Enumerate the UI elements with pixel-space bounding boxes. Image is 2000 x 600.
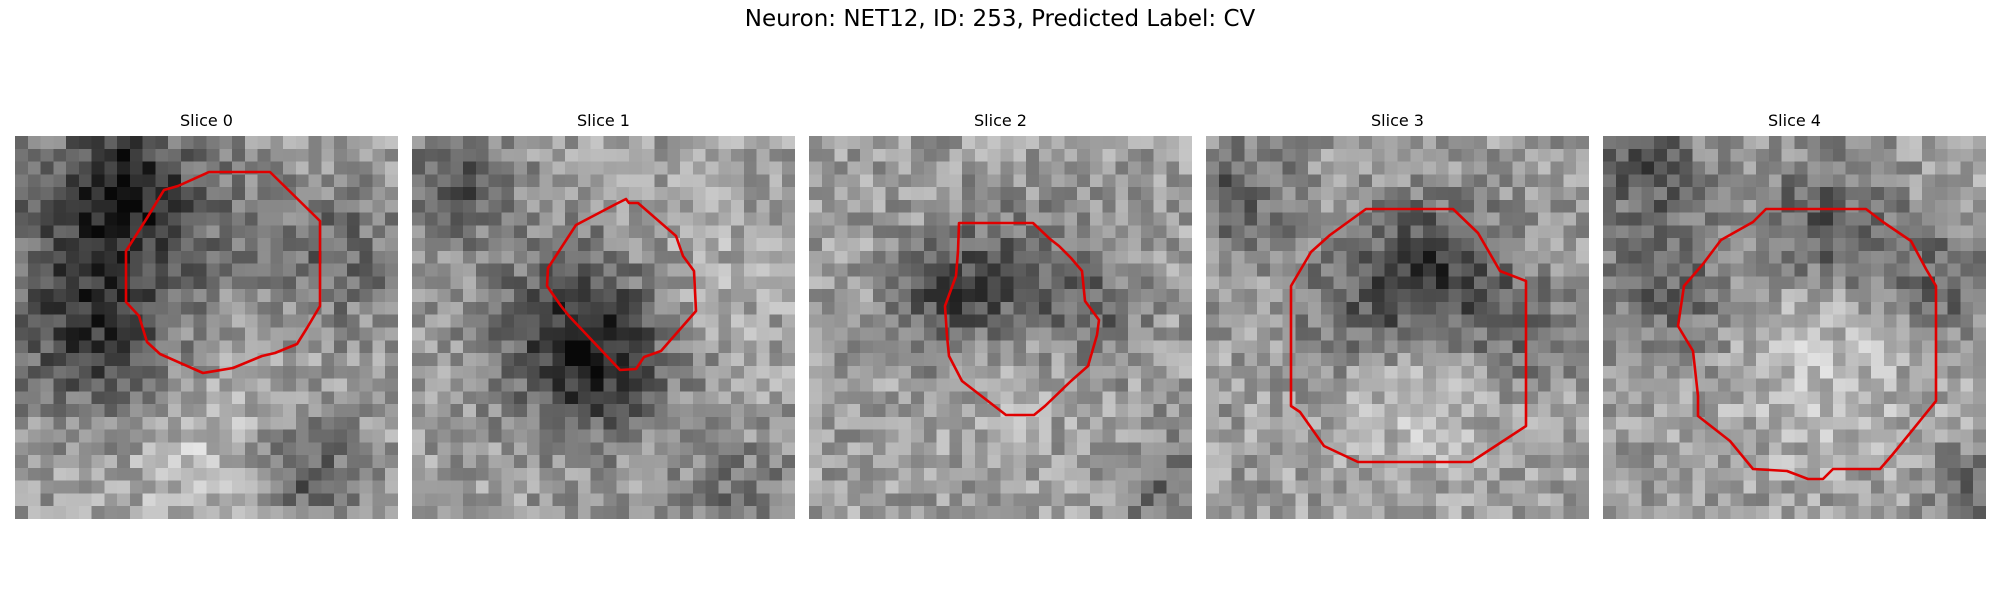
roi-contour xyxy=(1289,207,1528,464)
microscopy-patch xyxy=(809,136,1192,519)
slice-title: Slice 3 xyxy=(1371,111,1424,130)
roi-contour xyxy=(1676,207,1938,481)
slice-image xyxy=(1603,136,1986,519)
slice-image xyxy=(1206,136,1589,519)
slice-image xyxy=(15,136,398,519)
slice-panel-1: Slice 1 xyxy=(412,108,795,519)
microscopy-patch xyxy=(1603,136,1986,519)
roi-contour xyxy=(545,197,698,372)
slice-panel-3: Slice 3 xyxy=(1206,108,1589,519)
slice-image xyxy=(809,136,1192,519)
slice-title: Slice 0 xyxy=(180,111,233,130)
slice-image xyxy=(412,136,795,519)
slice-title: Slice 1 xyxy=(577,111,630,130)
slice-panel-2: Slice 2 xyxy=(809,108,1192,519)
slice-panel-0: Slice 0 xyxy=(15,108,398,519)
slice-title: Slice 4 xyxy=(1768,111,1821,130)
roi-contour xyxy=(943,221,1101,417)
slice-title: Slice 2 xyxy=(974,111,1027,130)
microscopy-patch xyxy=(412,136,795,519)
slice-panel-4: Slice 4 xyxy=(1603,108,1986,519)
roi-contour xyxy=(124,170,322,375)
figure-title: Neuron: NET12, ID: 253, Predicted Label:… xyxy=(744,6,1256,32)
microscopy-patch xyxy=(15,136,398,519)
